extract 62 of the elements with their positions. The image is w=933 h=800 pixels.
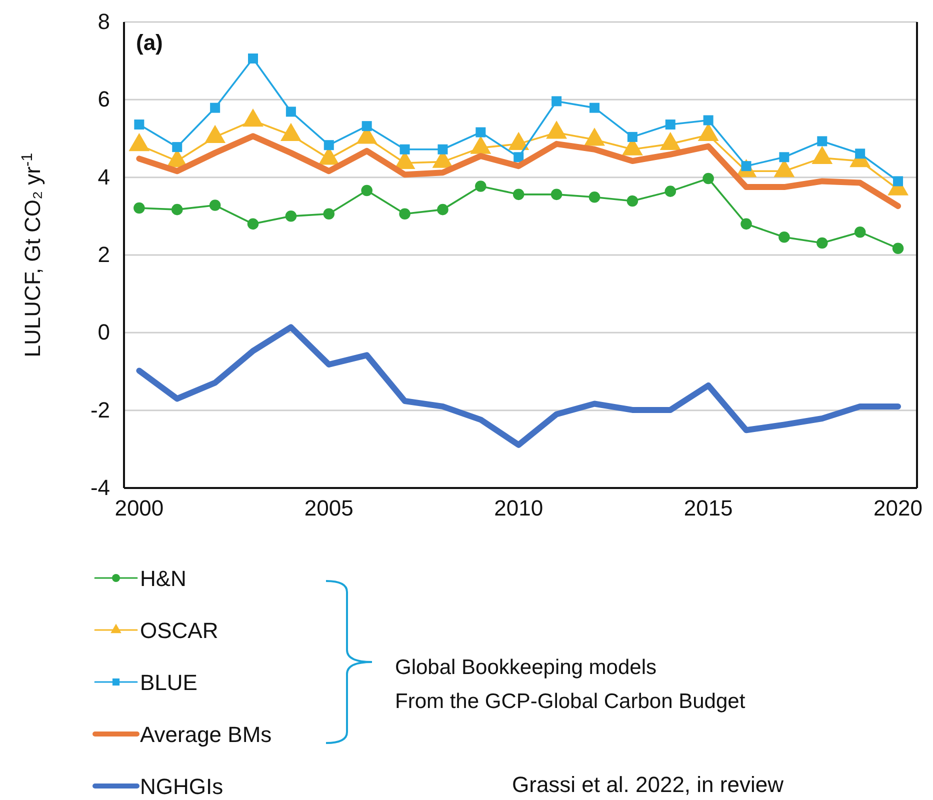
point [134, 202, 145, 214]
point [171, 204, 183, 216]
text: Grassi et al. 2022, in review [512, 772, 784, 797]
point [703, 115, 714, 126]
y-tick-label: -2 [90, 397, 110, 422]
point [778, 232, 790, 243]
point [210, 102, 220, 113]
point [399, 208, 410, 220]
point [665, 120, 676, 130]
y-tick-label: 2 [98, 242, 110, 268]
point [476, 127, 486, 138]
legend-label: Average BMs [140, 722, 272, 747]
x-tick-label: 2015 [684, 496, 733, 521]
point [172, 142, 182, 152]
x-tick-label: 2000 [114, 496, 164, 521]
legend-label: BLUE [140, 670, 198, 695]
point [362, 121, 372, 132]
y-tick-label: 8 [98, 9, 110, 34]
point [324, 140, 334, 150]
legend-label: H&N [140, 566, 186, 591]
y-tick-label: -4 [90, 475, 110, 500]
point [627, 132, 638, 142]
point [514, 152, 524, 162]
legend-label: NGHGIs [140, 774, 224, 799]
point [437, 204, 448, 216]
x-tick-label: 2010 [494, 496, 544, 521]
point [550, 188, 562, 200]
point [664, 186, 676, 197]
point [588, 192, 600, 203]
x-tick-label: 2005 [304, 496, 354, 521]
x-tick-label: 2020 [874, 496, 923, 521]
point [438, 144, 448, 154]
point [552, 96, 562, 106]
point [816, 237, 828, 249]
y-tick-label: 6 [98, 86, 110, 112]
point [400, 144, 410, 154]
point [209, 200, 221, 211]
point [286, 106, 296, 117]
point [247, 218, 259, 230]
text: Global Bookkeeping models [395, 656, 656, 679]
point [855, 148, 866, 159]
y-tick-label: 0 [98, 320, 110, 345]
point [702, 172, 714, 184]
point [323, 208, 335, 220]
y-tick-label: 4 [98, 164, 110, 190]
point [779, 152, 790, 162]
point [475, 180, 486, 192]
text: From the GCP-Global Carbon Budget [395, 690, 746, 713]
point [854, 226, 866, 238]
point [512, 188, 524, 200]
point [589, 102, 600, 113]
annotation: (a) [136, 30, 163, 55]
point [740, 218, 752, 230]
point [134, 120, 144, 130]
legend-label: OSCAR [140, 618, 218, 643]
point [285, 210, 297, 222]
point [893, 176, 904, 186]
point [248, 54, 258, 64]
point [892, 242, 904, 254]
point [817, 136, 828, 146]
point [361, 184, 372, 196]
point [626, 195, 638, 207]
